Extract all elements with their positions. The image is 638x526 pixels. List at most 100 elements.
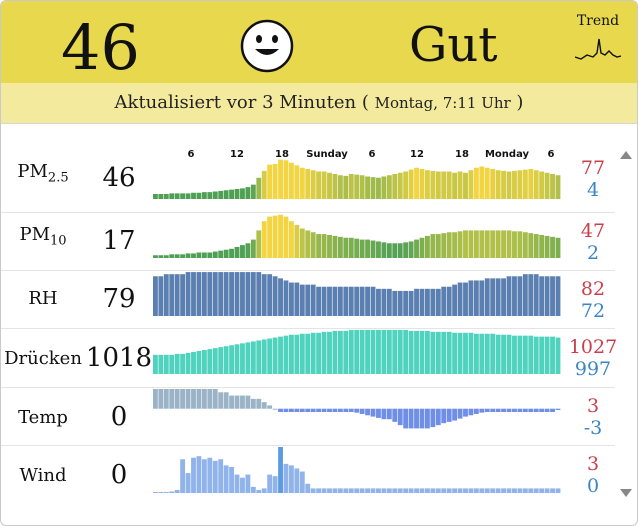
wind-bar — [332, 488, 338, 493]
pm10-bar — [229, 248, 234, 258]
pm25-bar — [457, 171, 463, 199]
temp-bar — [512, 408, 517, 412]
temp-bar — [517, 408, 523, 412]
rh-bar — [528, 274, 534, 316]
temp-bar — [267, 405, 273, 409]
metric-value: 0 — [110, 402, 128, 432]
tick-label: 18 — [455, 149, 469, 160]
pm10-bar — [180, 254, 186, 258]
rh-bar — [250, 272, 256, 316]
wind-bar — [408, 488, 414, 493]
pm25-bar — [473, 167, 479, 199]
pm10-bar — [305, 230, 311, 258]
pm25-bar — [348, 174, 354, 199]
pressure-bar — [267, 338, 273, 374]
temp-bar — [501, 408, 506, 412]
pm25-bar — [533, 170, 539, 199]
pm25-bar — [158, 194, 164, 199]
pm10-bar — [348, 237, 354, 258]
pm25-bar — [463, 172, 468, 199]
pm10-bar — [343, 237, 349, 258]
pressure-bar — [425, 330, 430, 374]
pressure-bar — [212, 348, 218, 374]
pm10-bar — [359, 239, 365, 258]
rh-bar — [294, 282, 300, 316]
last-updated-bar: Aktualisiert vor 3 Minuten ( Montag, 7:1… — [1, 83, 637, 124]
chevron-up-icon[interactable] — [620, 151, 632, 159]
pm10-bar — [435, 234, 441, 258]
wind-bar — [490, 488, 496, 493]
updated-time: Montag, 7:11 Uhr — [374, 94, 511, 112]
pm25-bar — [191, 192, 196, 199]
rh-bar — [299, 284, 305, 316]
pm10-bar — [337, 236, 343, 258]
temp-bar — [533, 408, 539, 412]
wind-bar — [484, 488, 490, 493]
metric-row-rh[interactable]: RH 79 82 72 — [1, 270, 615, 329]
tick-label: Monday — [485, 149, 530, 160]
rh-bar — [392, 290, 398, 316]
pressure-bar — [365, 329, 370, 374]
wind-bar — [555, 488, 561, 493]
pm10-bar — [218, 250, 224, 258]
metric-row-wind[interactable]: Wind 0 3 0 — [1, 445, 615, 503]
temp-bar — [278, 408, 283, 412]
temp-bar — [359, 408, 365, 414]
pm10-bar — [408, 241, 414, 258]
chevron-down-icon[interactable] — [620, 489, 632, 497]
pm10-bar — [332, 235, 338, 258]
pm10-bar — [310, 232, 316, 258]
pm25-bar — [468, 170, 474, 199]
scrollbar[interactable] — [615, 125, 637, 523]
wind-bar — [512, 488, 517, 493]
rh-bar — [196, 272, 202, 316]
pressure-bar — [207, 349, 213, 374]
pressure-bar — [386, 329, 392, 374]
wind-bar — [544, 488, 550, 493]
pressure-bar — [544, 336, 550, 374]
pm25-bar — [289, 162, 294, 199]
metrics-list: 6 12 18 Sunday 6 12 18 Monday 6 PM2.5 46… — [1, 125, 617, 523]
pm25-bar — [321, 171, 327, 199]
metric-row-pm10[interactable]: PM10 17 47 2 — [1, 212, 615, 271]
temp-bar — [430, 408, 436, 428]
temp-bar — [441, 408, 447, 424]
temp-bar — [218, 392, 224, 409]
wind-bar — [479, 488, 485, 493]
temp-bar — [185, 389, 191, 409]
temp-bar — [419, 408, 425, 429]
pressure-bar — [533, 336, 539, 374]
rh-bar — [452, 284, 458, 316]
pm10-bar — [539, 235, 545, 258]
metric-row-temp[interactable]: Temp 0 3 -3 — [1, 387, 615, 446]
temp-bar — [544, 408, 550, 412]
rh-bar — [435, 288, 441, 316]
metric-row-pm25[interactable]: PM2.5 46 77 4 — [1, 125, 615, 213]
metric-min: 997 — [574, 358, 612, 380]
rh-chart — [153, 272, 561, 316]
wind-bar — [283, 463, 289, 493]
wind-bar — [299, 471, 305, 493]
rh-bar — [201, 272, 207, 316]
trend-button[interactable]: Trend — [573, 13, 623, 63]
pressure-bar — [327, 331, 332, 374]
metric-row-pressure[interactable]: Drücken 1018 1027 997 — [1, 328, 617, 388]
wind-bar — [234, 474, 240, 493]
pressure-bar — [289, 334, 294, 374]
rh-bar — [441, 286, 447, 316]
temp-bar — [337, 408, 343, 412]
pm10-bar — [457, 231, 463, 258]
pressure-bar — [223, 346, 229, 374]
pm25-bar — [337, 175, 343, 199]
rh-bar — [348, 286, 354, 316]
pm10-bar — [550, 236, 555, 258]
temp-bar — [348, 408, 354, 412]
wind-bar — [218, 459, 224, 493]
wind-bar — [473, 488, 479, 493]
temp-bar — [403, 408, 409, 429]
temp-bar — [305, 408, 311, 412]
metric-max: 47 — [580, 220, 606, 242]
temp-bar — [479, 408, 485, 413]
pm10-chart — [153, 214, 561, 258]
pressure-bar — [517, 335, 523, 374]
